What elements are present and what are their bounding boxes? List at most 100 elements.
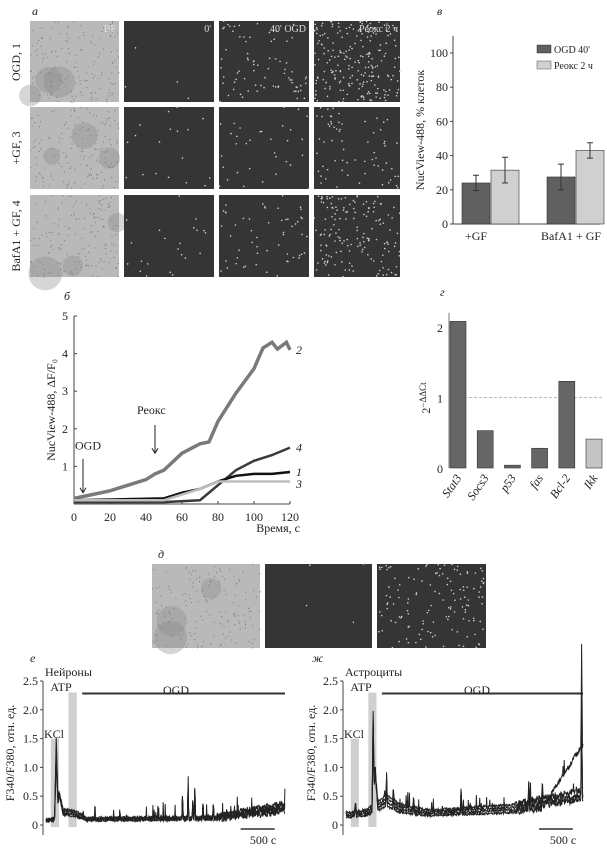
- cell-dot: [427, 609, 430, 612]
- cell-dot: [474, 633, 476, 636]
- cell-dot: [335, 251, 338, 254]
- image-speck: [95, 98, 97, 100]
- image-speck: [111, 177, 113, 179]
- image-speck: [223, 590, 225, 592]
- image-speck: [75, 218, 77, 220]
- image-speck: [33, 237, 35, 239]
- image-speck: [90, 168, 92, 170]
- cell-dot: [425, 646, 427, 648]
- image-speck: [70, 272, 72, 274]
- cell-dot: [300, 216, 302, 219]
- cell-dot: [330, 122, 333, 125]
- cell-dot: [319, 234, 322, 237]
- cell-dot: [357, 29, 360, 32]
- cell-dot: [236, 72, 239, 74]
- image-speck: [46, 68, 48, 70]
- y-tick-label: 4: [62, 347, 68, 361]
- cell-dot: [397, 56, 400, 59]
- stimulus-bar-ATP: [68, 692, 77, 827]
- cell-dot: [378, 49, 380, 52]
- panel-e-kcl-label: KCl: [44, 727, 65, 741]
- cell-dot: [332, 49, 334, 52]
- cell-dot: [332, 42, 334, 44]
- y-tick-label: 1.5: [323, 732, 338, 746]
- cell-dot: [301, 217, 303, 220]
- cell-dot: [288, 77, 290, 79]
- cell-dot: [257, 64, 259, 66]
- image-speck: [68, 196, 70, 198]
- y-tick-label: 0.5: [23, 789, 38, 803]
- cell-dot: [277, 86, 280, 88]
- image-speck: [74, 203, 76, 205]
- cell-dot: [334, 213, 336, 215]
- cell-dot: [479, 567, 482, 570]
- image-speck: [75, 95, 77, 97]
- cell-dot: [379, 49, 381, 52]
- cell-dot: [326, 108, 329, 110]
- image-speck: [85, 259, 87, 261]
- cell-dot: [394, 621, 397, 624]
- image-speck: [68, 53, 70, 55]
- image-speck: [42, 58, 44, 60]
- cell-dot: [361, 250, 363, 253]
- cell-dot: [325, 245, 328, 247]
- panel-e-title: Нейроны: [45, 665, 92, 679]
- image-speck: [39, 27, 41, 29]
- image-speck: [84, 155, 86, 157]
- cell-dot: [253, 69, 255, 72]
- image-speck: [70, 109, 72, 111]
- cell-dot: [314, 52, 316, 54]
- cell-dot: [268, 57, 271, 60]
- cell-dot: [352, 207, 355, 210]
- cell-dot: [407, 613, 410, 615]
- y-tick-label: 5: [62, 309, 68, 323]
- image-speck: [67, 25, 69, 27]
- image-speck: [31, 261, 33, 263]
- y-tick-label: 60: [436, 114, 448, 128]
- cell-dot: [227, 23, 229, 26]
- image-speck: [189, 632, 191, 634]
- cell-dot: [349, 57, 352, 60]
- cell-dot: [387, 566, 390, 569]
- series-line-3: [74, 480, 290, 502]
- cell-dot: [329, 85, 331, 88]
- image-speck: [192, 570, 194, 572]
- image-speck: [248, 611, 250, 613]
- cell-dot: [320, 249, 322, 252]
- cell-dot: [391, 167, 393, 170]
- image-speck: [51, 85, 53, 87]
- cell-dot: [363, 246, 366, 249]
- image-speck: [53, 223, 55, 225]
- image-speck: [42, 181, 44, 183]
- cell-dot: [359, 30, 362, 33]
- image-speck: [108, 89, 110, 91]
- panel-v-ylabel: NucView-488, % клеток: [413, 70, 427, 190]
- cell-dot: [466, 586, 469, 589]
- series-label-3: 3: [295, 477, 302, 491]
- cell-dot: [274, 58, 277, 60]
- y-tick-label: 2.0: [323, 703, 338, 717]
- image-speck: [115, 234, 117, 236]
- panel-e-ylabel: F340/F380, отн. ед.: [3, 705, 17, 801]
- cell-dot: [429, 631, 432, 634]
- cell-dot: [374, 200, 376, 203]
- image-speck: [36, 245, 38, 247]
- cell-dot: [275, 30, 278, 32]
- image-speck: [89, 207, 91, 209]
- cell-dot: [245, 40, 247, 43]
- cell-dot: [314, 23, 317, 26]
- image-speck: [58, 137, 60, 139]
- image-speck: [70, 101, 72, 103]
- column-title-reox: Реокс 2 ч: [359, 24, 398, 35]
- image-speck: [253, 639, 255, 641]
- image-speck: [223, 578, 225, 580]
- image-speck: [231, 639, 233, 641]
- image-speck: [51, 111, 53, 113]
- cell-dot: [348, 26, 351, 29]
- cell-dot: [247, 90, 249, 92]
- cell-dot: [315, 229, 317, 232]
- cell-dot: [391, 646, 394, 649]
- cell-dot: [389, 596, 392, 598]
- cell-dot: [367, 30, 369, 33]
- cell-dot: [336, 32, 339, 34]
